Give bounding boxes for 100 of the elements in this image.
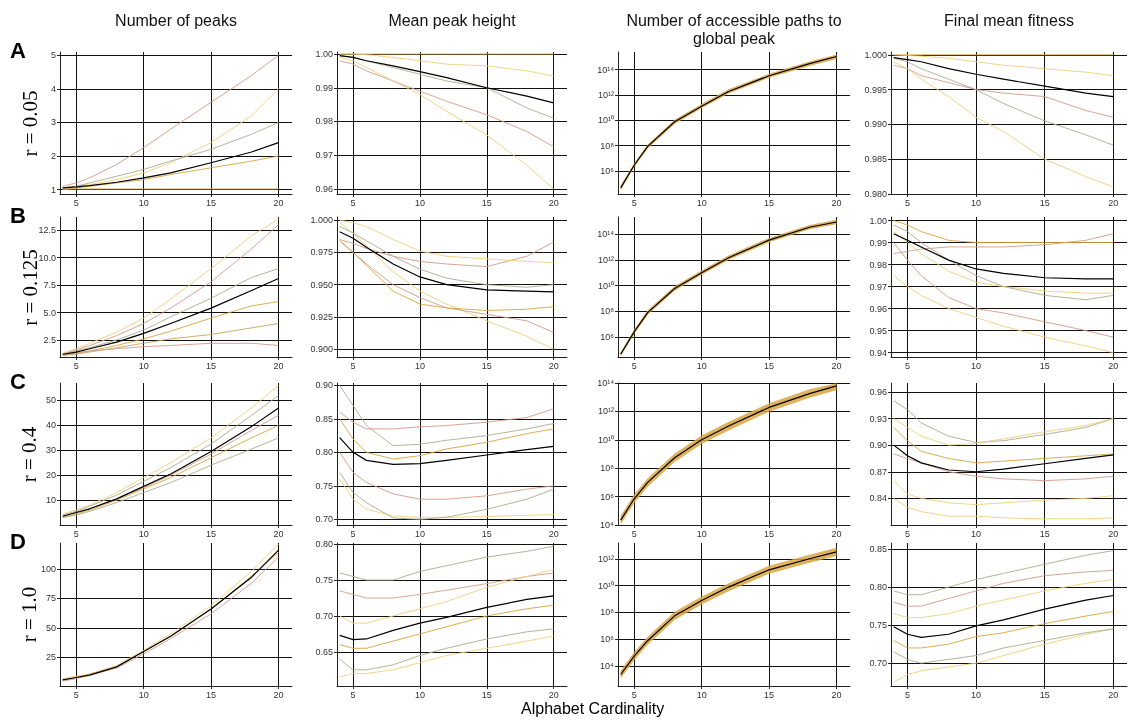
x-tick-label: 10 (414, 360, 425, 371)
y-tick-label: 5.0 (43, 307, 56, 318)
text: B (10, 203, 26, 229)
x-tick-label: 15 (1039, 689, 1050, 700)
x-tick-label: 15 (206, 689, 217, 700)
x-tick-label: 20 (273, 689, 284, 700)
y-tick-label: 0.96 (869, 386, 887, 397)
y-tick-label: 10¹⁴ (597, 229, 615, 240)
y-tick-label: 0.98 (869, 259, 887, 270)
y-tick-label: 0.985 (864, 154, 887, 165)
chart-title: Final mean fitness (943, 12, 1075, 30)
y-tick-label: 10¹⁰ (597, 115, 614, 126)
x-tick-label: 5 (631, 197, 637, 208)
x-tick-label: 10 (971, 689, 982, 700)
text: A (10, 38, 26, 64)
y-tick-label: 3 (50, 117, 56, 128)
y-tick-label: 0.75 (315, 480, 333, 491)
y-tick-label: 10⁸ (600, 306, 615, 317)
x-tick-label: 10 (971, 197, 982, 208)
x-tick-label: 15 (206, 528, 217, 539)
x-tick-label: 5 (73, 197, 79, 208)
y-tick-label: 2.5 (43, 334, 56, 345)
x-tick-label: 10 (138, 197, 149, 208)
y-tick-label: 10.0 (38, 252, 56, 263)
y-tick-label: 0.65 (315, 646, 333, 657)
x-tick-label: 20 (831, 528, 842, 539)
y-tick-label: 0.85 (315, 413, 333, 424)
y-tick-label: 10⁸ (600, 607, 615, 618)
x-tick-label: 20 (273, 360, 284, 371)
y-tick-label: 0.95 (869, 325, 887, 336)
x-tick-label: 5 (904, 197, 910, 208)
y-tick-label: 0.80 (315, 539, 333, 550)
x-tick-label: 10 (696, 689, 707, 700)
y-axis-title: r = 0.05 (17, 89, 43, 157)
x-tick-label: 10 (696, 360, 707, 371)
y-tick-label: 0.90 (869, 440, 887, 451)
y-tick-label: 0.96 (315, 183, 333, 194)
x-tick-label: 5 (904, 360, 910, 371)
y-tick-label: 10¹⁰ (597, 280, 614, 291)
y-tick-label: 0.80 (315, 447, 333, 458)
y-tick-label: 0.98 (315, 116, 333, 127)
y-tick-label: 10¹² (597, 553, 614, 564)
y-tick-label: 0.75 (315, 575, 333, 586)
x-tick-label: 15 (206, 197, 217, 208)
y-tick-label: 2 (50, 151, 56, 162)
x-tick-label: 15 (481, 528, 492, 539)
y-tick-label: 100 (40, 563, 56, 574)
y-tick-label: 75 (45, 593, 56, 604)
x-tick-label: 10 (696, 528, 707, 539)
x-tick-label: 20 (548, 197, 559, 208)
y-tick-label: 0.84 (869, 493, 887, 504)
text: C (10, 369, 26, 395)
x-tick-label: 15 (764, 528, 775, 539)
y-tick-label: 0.97 (315, 150, 333, 161)
x-tick-label: 15 (764, 197, 775, 208)
x-tick-label: 10 (138, 528, 149, 539)
y-tick-label: 10¹² (597, 254, 614, 265)
y-tick-label: 10¹⁰ (597, 580, 614, 591)
x-tick-label: 20 (1108, 197, 1119, 208)
x-tick-label: 15 (481, 197, 492, 208)
y-tick-label: 1.000 (310, 215, 333, 226)
y-tick-label: 12.5 (38, 225, 56, 236)
x-tick-label: 20 (831, 360, 842, 371)
y-tick-label: 1.00 (315, 49, 333, 60)
y-tick-label: 10¹² (597, 406, 614, 417)
x-tick-label: 15 (764, 360, 775, 371)
y-tick-label: 10⁸ (600, 463, 615, 474)
y-tick-label: 0.94 (869, 347, 887, 358)
y-tick-label: 1 (50, 184, 56, 195)
x-tick-label: 15 (481, 689, 492, 700)
x-tick-label: 20 (831, 197, 842, 208)
y-tick-label: 10¹² (597, 90, 614, 100)
y-tick-label: 50 (45, 395, 56, 406)
x-tick-label: 20 (1108, 528, 1119, 539)
chart-title: Number of accessible paths to global peak (625, 12, 843, 48)
x-tick-label: 5 (631, 360, 637, 371)
chart-title: Mean peak height (387, 12, 517, 30)
y-tick-label: 0.990 (864, 119, 887, 130)
y-tick-label: 30 (45, 445, 56, 456)
x-tick-label: 5 (73, 528, 79, 539)
x-tick-label: 10 (138, 689, 149, 700)
x-tick-label: 20 (548, 689, 559, 700)
x-tick-label: 15 (206, 360, 217, 371)
x-tick-label: 5 (631, 689, 637, 700)
y-tick-label: 10⁶ (600, 491, 615, 502)
x-tick-label: 15 (1039, 528, 1050, 539)
x-tick-label: 20 (548, 360, 559, 371)
x-tick-label: 5 (904, 689, 910, 700)
x-tick-label: 20 (1108, 689, 1119, 700)
x-tick-label: 15 (764, 689, 775, 700)
y-tick-label: 0.70 (869, 658, 887, 669)
y-tick-label: 50 (45, 622, 56, 633)
y-axis-title: r = 1.0 (17, 586, 43, 643)
y-tick-label: 0.950 (310, 279, 333, 290)
y-tick-label: 0.87 (869, 466, 887, 477)
y-tick-label: 4 (50, 83, 56, 94)
y-tick-label: 0.925 (310, 311, 333, 322)
x-tick-label: 20 (273, 197, 284, 208)
y-tick-label: 0.975 (310, 247, 333, 258)
x-tick-label: 15 (1039, 360, 1050, 371)
